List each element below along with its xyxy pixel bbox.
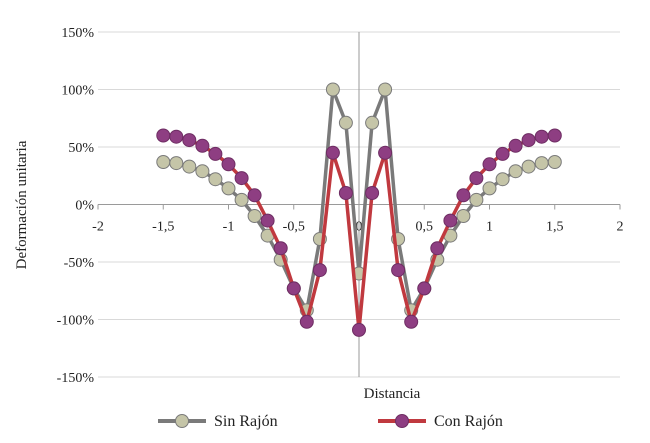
data-point [404,314,419,329]
data-point [352,322,366,337]
data-point [221,181,236,196]
data-point [325,145,340,160]
x-tick-label: -1 [223,220,235,235]
data-point [469,192,484,207]
legend-marker-con-rajon [395,414,409,428]
data-point [299,314,314,329]
data-point [195,164,210,179]
data-point [378,145,393,160]
data-point [169,156,184,171]
legend-item-sin-rajon: Sin Rajón [158,413,278,430]
data-point [208,146,223,161]
x-tick-label: 1 [486,220,493,235]
x-axis-title: Distancia [364,386,421,402]
legend-item-con-rajon: Con Rajón [378,413,503,430]
data-point [169,129,184,144]
data-point [417,281,432,296]
y-tick-label: -150% [57,371,95,386]
data-point [495,146,510,161]
data-point [325,82,340,97]
data-point [338,115,353,130]
data-point [534,156,549,171]
data-point [312,263,327,278]
data-point [365,186,380,200]
data-point [182,159,197,174]
data-point [443,213,458,228]
x-tick-label: -1,5 [152,220,174,235]
y-tick-label: -100% [57,314,95,329]
legend-marker-sin-rajon [175,414,189,428]
data-point [195,138,210,153]
data-point [286,281,301,296]
data-point [430,241,445,256]
data-point [521,159,536,174]
data-point [221,157,236,172]
y-tick-label: 50% [68,141,94,156]
data-point [508,138,523,153]
data-point [378,82,393,97]
data-point [482,157,497,172]
data-point [182,133,197,148]
data-point [234,171,249,186]
legend-label-sin-rajon: Sin Rajón [214,413,278,430]
x-tick-label: -2 [92,220,104,235]
data-point [482,181,497,196]
data-point [469,171,484,186]
data-point [521,133,536,148]
data-point [247,188,262,203]
x-tick-label: 0 [356,220,363,235]
data-point [508,164,523,179]
x-tick-label: 1,5 [546,220,564,235]
data-point [365,115,380,130]
data-point [156,128,171,143]
x-tick-label: -0,5 [283,220,305,235]
y-tick-label: 100% [61,84,94,99]
data-point [234,192,249,207]
y-tick-label: -50% [64,256,95,271]
legend-label-con-rajon: Con Rajón [434,413,503,430]
data-point [456,209,471,223]
data-point [495,172,510,187]
data-point [338,186,353,200]
x-tick-label: 2 [617,220,624,235]
data-point [247,209,262,223]
series-group [156,82,562,337]
legend: Sin Rajón Con Rajón [158,413,503,430]
data-point [156,155,171,169]
data-point [208,172,223,187]
y-tick-label: 0% [75,199,94,214]
x-tick-label: 0,5 [416,220,434,235]
y-axis-title: Deformación unitaria [14,140,30,269]
data-point [547,155,562,169]
data-point [456,188,471,203]
data-point [260,213,275,228]
data-point [547,128,562,143]
data-point [273,241,288,256]
y-tick-label: 150% [61,26,94,41]
data-point [391,263,406,278]
tick-labels: 150% 100% 50% 0% -50% -100% -150% -2 -1,5 -1 -0,5 0… [57,26,624,386]
series-1 [156,128,562,337]
data-point [534,129,549,144]
